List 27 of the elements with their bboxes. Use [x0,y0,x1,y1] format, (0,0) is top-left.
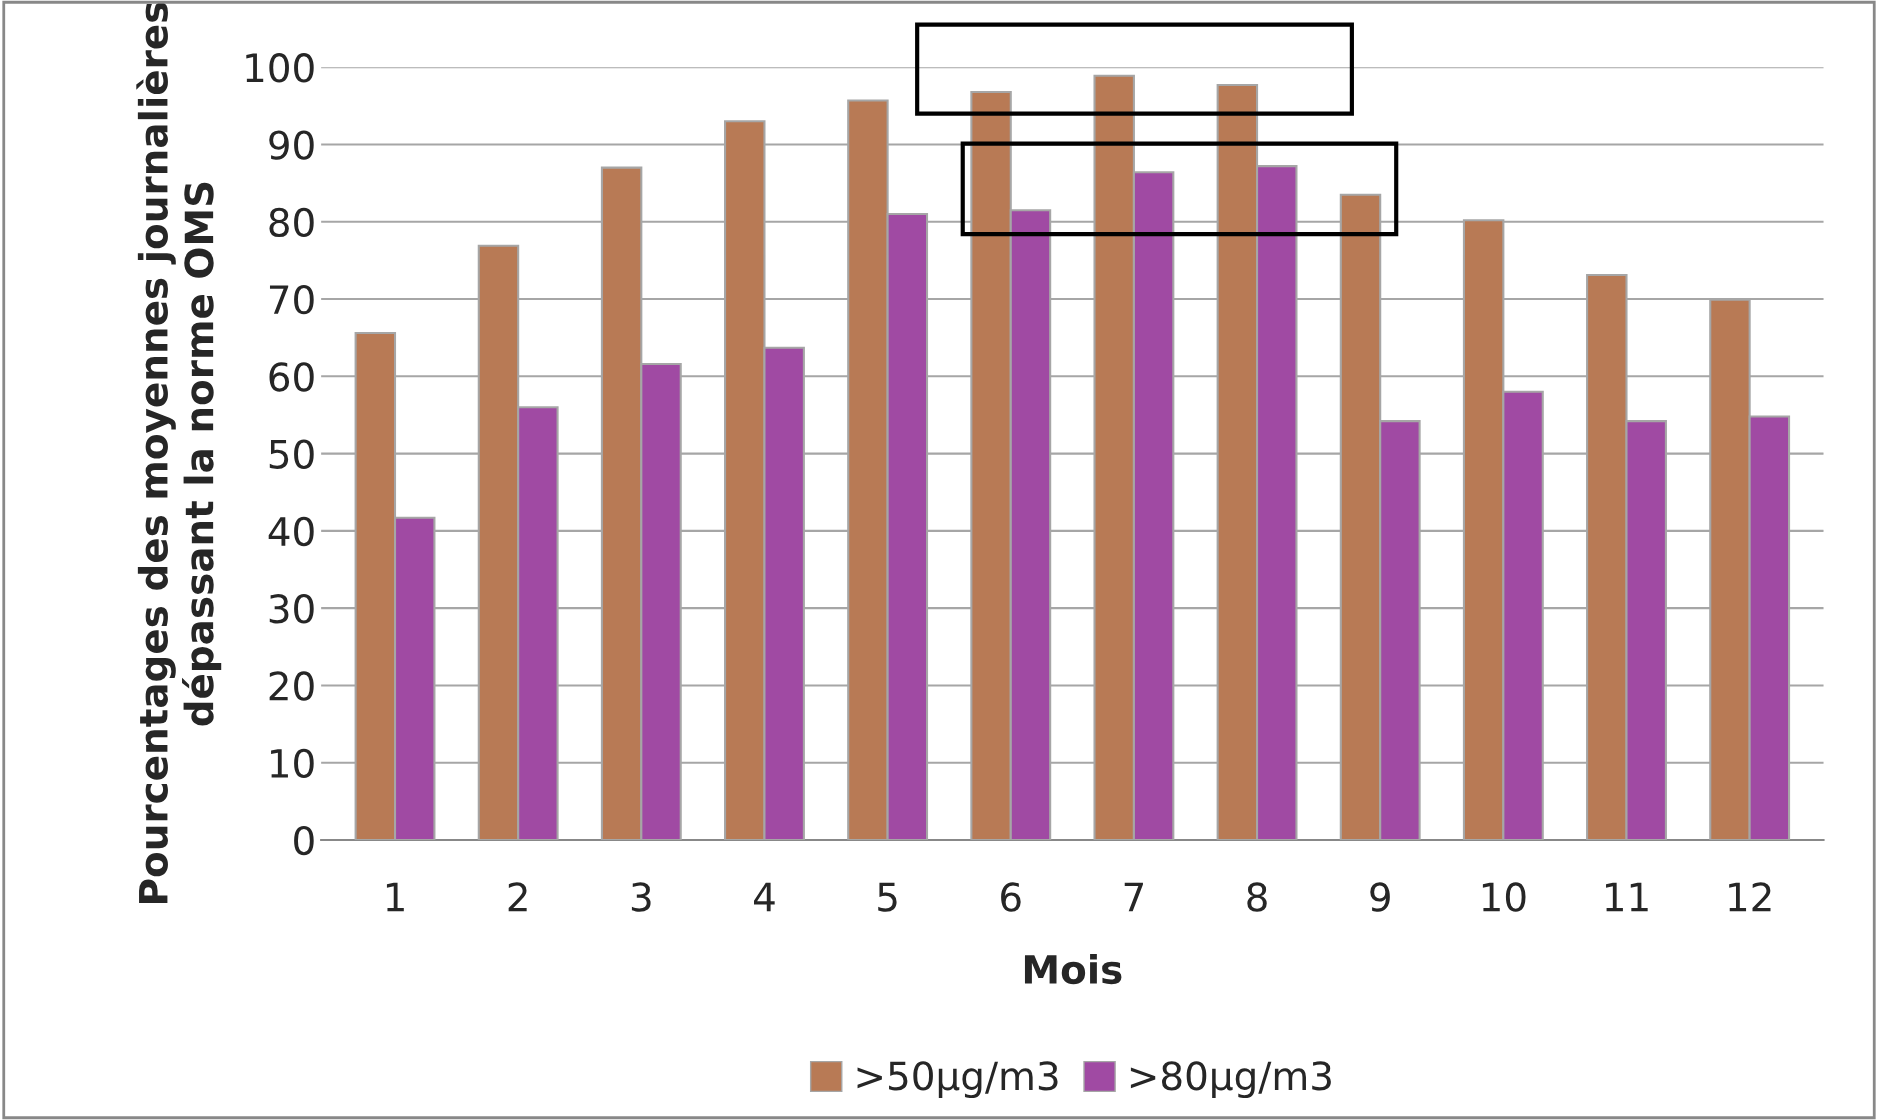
x-tick-label: 9 [1370,882,1390,912]
y-tick-label: 80 [269,207,314,238]
x-tick-label: 11 [1606,882,1648,912]
x-tick-label: 3 [631,882,651,912]
x-tick-label: 8 [1247,882,1267,912]
y-tick-label: 70 [269,284,314,315]
legend-label: >50µg/m3 [857,1061,1058,1099]
y-axis-title: Pourcentages des moyennes journalières dépassant la norme OMS [136,2,222,903]
y-tick-label: 60 [269,362,314,392]
x-tick-label: 12 [1729,882,1771,912]
y-tick-label: 90 [269,130,314,160]
x-tick-label: 4 [754,882,775,912]
legend-label: >80µg/m3 [1130,1061,1331,1099]
x-tick-label: 1 [386,882,404,912]
x-tick-label: 5 [878,882,897,912]
x-axis-title: Mois [1024,954,1122,985]
y-tick-label: 50 [269,439,314,469]
y-tick-label: 0 [294,825,314,856]
y-tick-label: 40 [268,516,314,547]
y-tick-label: 30 [269,594,314,624]
x-tick-label: 10 [1482,882,1526,912]
y-tick-label: 20 [269,671,314,701]
y-tick-label: 10 [271,748,314,779]
x-tick-label: 2 [508,882,527,912]
x-tick-label: 7 [1124,882,1143,912]
x-tick-label: 6 [1001,882,1021,912]
y-tick-label: 100 [246,53,314,83]
